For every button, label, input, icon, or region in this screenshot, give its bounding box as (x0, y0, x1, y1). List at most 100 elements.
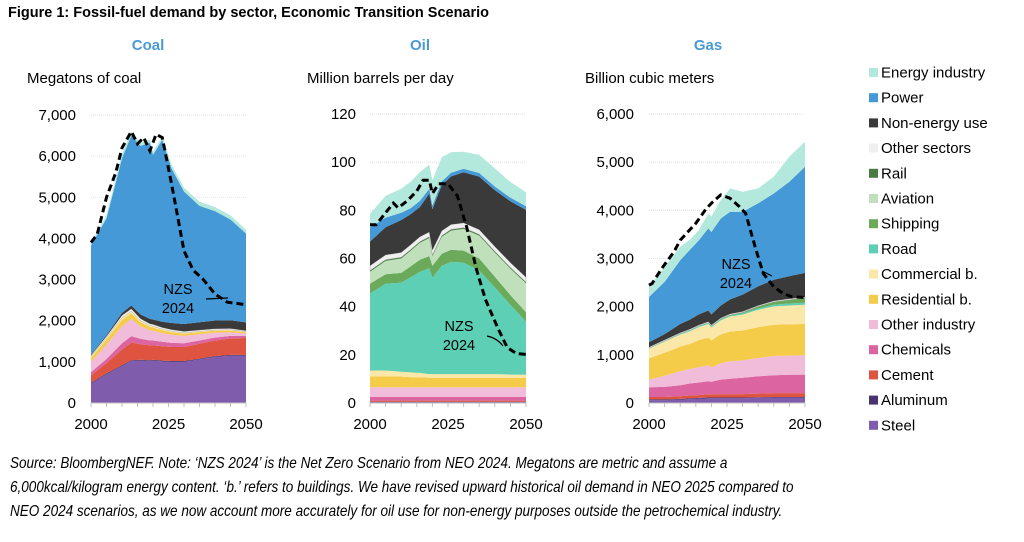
footnote-line-1: Source: BloombergNEF. Note: ‘NZS 2024’ i… (10, 455, 728, 472)
legend-item: Other industry (869, 317, 976, 334)
legend-swatch (869, 168, 878, 178)
legend-item: Other sectors (869, 140, 971, 157)
area-other-sectors (648, 296, 806, 349)
legend-item: Shipping (869, 216, 939, 233)
nzs-label-line1: NZS (445, 319, 474, 335)
legend-item: Rail (869, 165, 907, 182)
panel-title: Gas (694, 37, 722, 54)
legend-label: Power (881, 90, 924, 107)
area-aviation (370, 228, 526, 313)
panel-gas: Gas Billion cubic meters 0 1,000 2,000 3,000 4… (585, 37, 822, 433)
y-tick-label: 0 (626, 395, 634, 412)
x-tick-label: 2025 (152, 416, 185, 433)
legend-swatch (869, 345, 878, 355)
legend-label: Energy industry (881, 65, 986, 82)
legend-label: Cement (881, 367, 934, 384)
y-tick-label: 120 (331, 106, 356, 123)
area-chemicals (91, 335, 246, 376)
y-axis-label: Megatons of coal (27, 70, 141, 87)
footnote-line-2: 6,000kcal/kilogram energy content. ‘b.’ … (10, 479, 794, 496)
x-tick-label: 2025 (710, 416, 743, 433)
y-tick-label: 3,000 (38, 272, 76, 289)
area-cement (649, 393, 805, 400)
y-tick-label: 1,000 (596, 347, 634, 364)
y-tick-label: 2,000 (596, 299, 634, 316)
nzs-2024-line (370, 178, 527, 356)
area-aluminum (649, 397, 805, 401)
y-axis-label: Million barrels per day (307, 70, 454, 87)
area-cement (91, 338, 246, 383)
area-energy-industry (649, 141, 805, 297)
legend-item: Energy industry (869, 65, 986, 82)
area-other-industry (370, 387, 526, 397)
area-non-energy-use (370, 172, 526, 278)
legend-label: Aluminum (881, 392, 948, 409)
legend-swatch (869, 93, 878, 103)
legend-swatch (869, 118, 878, 128)
nzs-label-line1: NZS (164, 282, 193, 298)
area-residential-b (370, 376, 526, 388)
y-tick-label: 7,000 (38, 107, 76, 124)
legend-item: Cement (869, 367, 934, 384)
y-tick-label: 6,000 (596, 106, 634, 123)
legend-swatch (869, 244, 878, 254)
legend-label: Aviation (881, 191, 934, 208)
nzs-label-line2: 2024 (720, 276, 752, 292)
area-cement (370, 400, 526, 402)
area-residential-b (649, 324, 805, 380)
legend-label: Other industry (881, 317, 976, 334)
legend-label: Steel (881, 417, 915, 434)
legend-item: Road (869, 241, 917, 258)
y-tick-label: 2,000 (38, 313, 76, 330)
panel-coal: Coal Megatons of coal 0 1,000 2,000 3,000 4,00… (27, 37, 263, 433)
nzs-label-leader (761, 270, 773, 277)
legend-swatch (869, 370, 878, 380)
legend-item: Aviation (869, 191, 934, 208)
nzs-label-line2: 2024 (162, 301, 194, 317)
y-tick-label: 0 (68, 395, 76, 412)
legend-label: Commercial b. (881, 266, 978, 283)
legend-item: Steel (869, 417, 915, 434)
y-axis-label: Billion cubic meters (585, 70, 714, 87)
x-tick-label: 2050 (229, 416, 262, 433)
legend-item: Power (869, 90, 924, 107)
nzs-label-leader (205, 297, 229, 300)
panel-oil: Oil Million barrels per day 0 20 40 60 80 100 12… (307, 37, 543, 433)
area-other-sectors (90, 308, 247, 358)
legend-swatch (869, 68, 878, 77)
x-tick-label: 2000 (74, 416, 107, 433)
nzs-label-leader (486, 335, 504, 347)
y-tick-label: 0 (348, 395, 356, 412)
y-tick-label: 6,000 (38, 148, 76, 165)
x-tick-label: 2025 (431, 416, 464, 433)
y-tick-label: 80 (339, 202, 356, 219)
legend-item: Chemicals (869, 342, 951, 359)
y-tick-label: 4,000 (38, 230, 76, 247)
x-tick-label: 2000 (632, 416, 665, 433)
nzs-label-line2: 2024 (443, 338, 475, 354)
y-tick-label: 20 (339, 347, 356, 364)
y-tick-label: 5,000 (596, 154, 634, 171)
legend-label: Other sectors (881, 140, 971, 157)
y-tick-label: 60 (339, 251, 356, 268)
area-other-industry (91, 318, 246, 373)
y-tick-label: 40 (339, 299, 356, 316)
y-tick-label: 4,000 (596, 202, 634, 219)
legend-label: Residential b. (881, 291, 972, 308)
legend-swatch (869, 420, 878, 430)
nzs-2024-line (648, 193, 806, 299)
legend-item: Non-energy use (869, 115, 988, 132)
area-non-energy-use (649, 272, 805, 348)
x-tick-label: 2050 (509, 416, 542, 433)
area-shipping (649, 298, 805, 349)
legend: Energy industry Power Non-energy use Other … (869, 65, 988, 434)
area-power (649, 166, 805, 343)
figure-title: Figure 1: Fossil-fuel demand by sector, … (8, 5, 490, 21)
legend-item: Aluminum (869, 392, 948, 409)
legend-label: Rail (881, 165, 907, 182)
legend-label: Chemicals (881, 342, 951, 359)
y-tick-label: 100 (331, 154, 356, 171)
y-tick-label: 1,000 (38, 354, 76, 371)
legend-label: Non-energy use (881, 115, 988, 132)
